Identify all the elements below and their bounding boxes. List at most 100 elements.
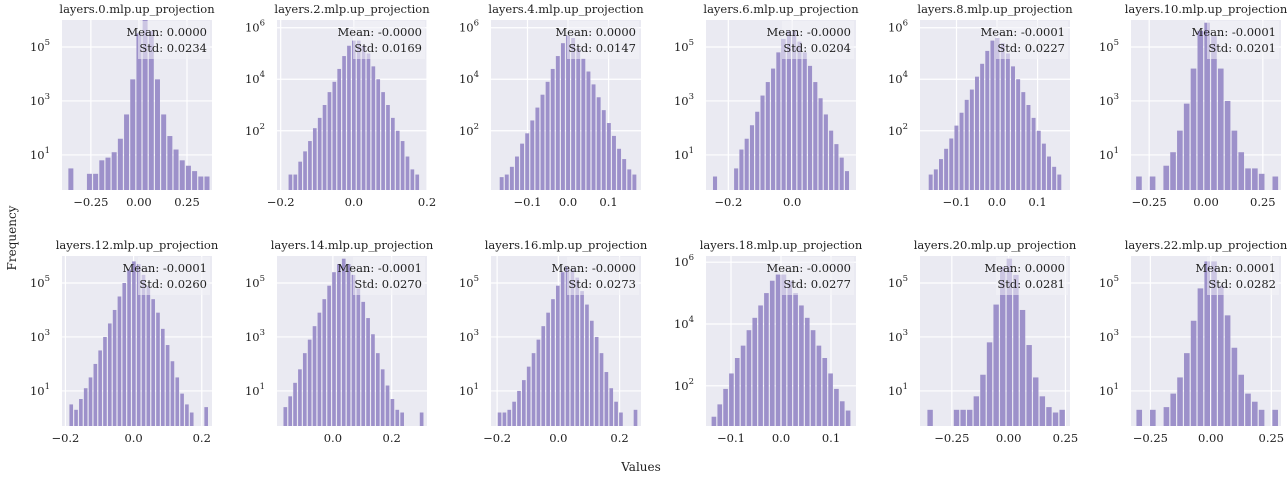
histogram-bar: [371, 66, 376, 190]
histogram-bar: [346, 264, 351, 426]
histogram-bar: [142, 20, 148, 190]
histogram-bar: [739, 149, 744, 190]
histogram-bar: [775, 274, 781, 426]
stats-mean: Mean: 0.0000: [555, 25, 636, 39]
histogram-bar: [332, 272, 336, 426]
histogram-bar: [103, 336, 107, 426]
histogram-bar: [612, 135, 616, 190]
histogram-bar: [341, 258, 346, 426]
histogram-bar: [586, 71, 591, 190]
stats-box: [782, 21, 854, 59]
stats-std: Std: 0.0277: [783, 277, 851, 291]
histogram-bar: [1136, 409, 1143, 426]
histogram-bar: [317, 312, 322, 426]
subplot-title: layers.22.mlp.up_projection: [1125, 238, 1287, 252]
histogram-bar: [1031, 117, 1036, 190]
y-tick-label: 103: [674, 92, 694, 108]
y-tick-label: 106: [674, 253, 694, 269]
histogram-bar: [308, 141, 312, 190]
histogram-bar: [1272, 176, 1279, 190]
x-tick-label: −0.2: [267, 195, 295, 209]
stats-std: Std: 0.0169: [354, 41, 422, 55]
histogram-bar: [180, 393, 184, 426]
histogram-bar: [98, 350, 102, 426]
y-tick-label: 102: [245, 122, 265, 138]
histogram-bar: [1252, 168, 1258, 190]
histogram-bar: [531, 353, 536, 426]
histogram-bar: [776, 52, 781, 190]
subplot-0: Mean: 0.0000 Std: 0.0234 layers.0.mlp.up_p…: [30, 2, 215, 209]
histogram-bar: [288, 396, 293, 426]
stats-std: Std: 0.0270: [354, 277, 422, 291]
histogram-bar: [1039, 396, 1046, 426]
histogram-bar: [581, 58, 586, 190]
histogram-bar: [1006, 258, 1013, 426]
histogram-bar: [566, 35, 570, 190]
stats-std: Std: 0.0147: [568, 41, 636, 55]
histogram-bar: [822, 358, 828, 426]
histogram-bar: [179, 160, 185, 190]
y-tick-label: 101: [30, 382, 50, 398]
histogram-bar: [1258, 409, 1265, 426]
histogram-bar: [990, 40, 995, 190]
histogram-bar: [633, 409, 638, 426]
y-tick-label: 105: [30, 38, 50, 54]
stats-mean: Mean: -0.0000: [338, 25, 423, 39]
histogram-bar: [136, 264, 141, 426]
histogram-bar: [1211, 36, 1217, 190]
histogram-bar: [764, 293, 769, 426]
histogram-bar: [127, 269, 131, 426]
histogram-bar: [146, 285, 151, 426]
histogram-bar: [622, 159, 627, 190]
histogram-bar: [317, 117, 322, 190]
histogram-bar: [734, 168, 739, 190]
histogram-bar: [332, 81, 337, 190]
y-tick-label: 101: [459, 382, 479, 398]
stats-mean: Mean: -0.0001: [1192, 25, 1277, 39]
histogram-bar: [415, 174, 420, 190]
histogram-bar: [1184, 353, 1190, 426]
histogram-bar: [122, 282, 127, 426]
histogram-bar: [312, 128, 317, 190]
histogram-bar: [307, 339, 312, 426]
histogram-bar: [1000, 43, 1005, 190]
histogram-bar: [520, 143, 525, 190]
x-tick-label: 0.1: [599, 195, 617, 209]
histogram-bar: [1238, 374, 1244, 426]
histogram-bar: [395, 409, 400, 426]
subplot-title: layers.4.mlp.up_projection: [488, 2, 644, 16]
histogram-bar: [160, 328, 165, 426]
stats-mean: Mean: -0.0001: [338, 261, 423, 275]
figure-x-label: Values: [620, 460, 661, 474]
histogram-bar: [1041, 143, 1046, 190]
histogram-bar: [969, 89, 974, 190]
histogram-bar: [1059, 409, 1065, 426]
histogram-bar: [1258, 173, 1265, 190]
histogram-bar: [1245, 393, 1251, 426]
histogram-bar: [1149, 176, 1156, 190]
histogram-bar: [1026, 345, 1032, 426]
x-tick-label: −0.2: [714, 195, 742, 209]
histogram-bar: [1016, 79, 1021, 190]
histogram-bar: [1224, 100, 1231, 190]
x-tick-label: 0.00: [996, 431, 1022, 445]
figure-y-label: Frequency: [5, 205, 19, 270]
stats-box: [996, 21, 1068, 59]
x-tick-label: 0.0: [324, 431, 342, 445]
histogram-bar: [189, 412, 194, 426]
histogram-bar: [555, 285, 560, 426]
y-tick-label: 104: [459, 70, 479, 86]
histogram-bar: [1231, 130, 1238, 190]
x-tick-label: −0.2: [51, 431, 79, 445]
histogram-bar: [571, 38, 576, 190]
histogram-bar: [1052, 166, 1057, 190]
histogram-bar: [337, 68, 342, 190]
stats-mean: Mean: -0.0000: [552, 261, 637, 275]
x-tick-label: 0.25: [1250, 195, 1276, 209]
stats-box: [353, 21, 425, 59]
histogram-bar: [944, 148, 949, 190]
y-tick-label: 106: [888, 19, 908, 35]
histogram-bar: [337, 264, 341, 426]
stats-std: Std: 0.0227: [997, 41, 1065, 55]
histogram-bar: [711, 416, 717, 426]
